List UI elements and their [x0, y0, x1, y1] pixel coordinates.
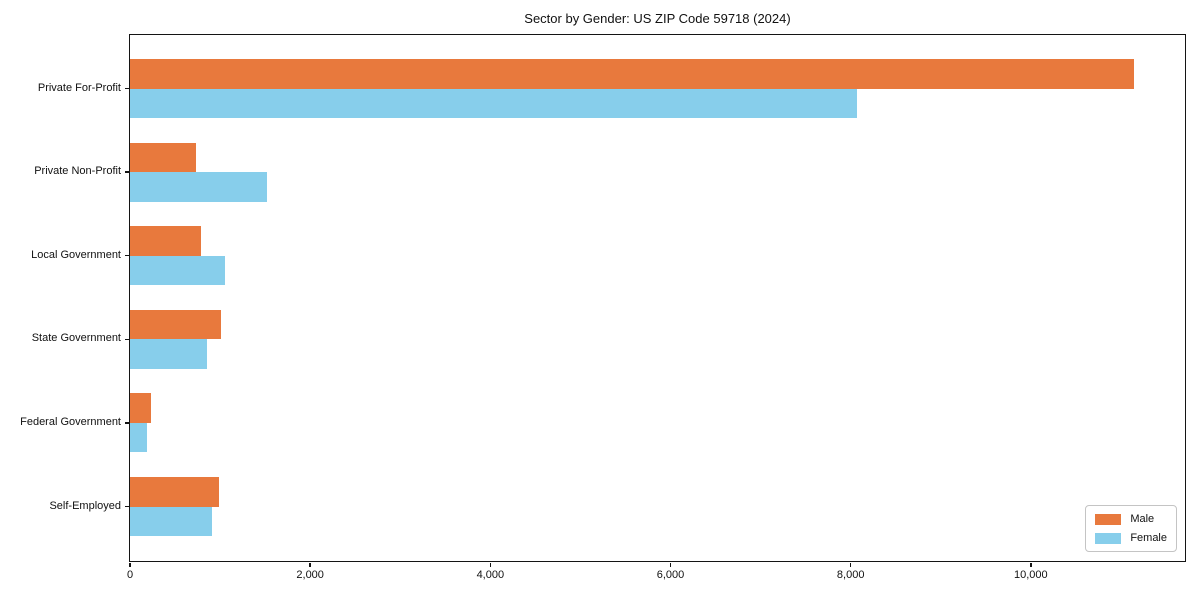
bar-female — [130, 422, 147, 453]
chart-title: Sector by Gender: US ZIP Code 59718 (202… — [524, 11, 791, 26]
bar-female — [130, 339, 208, 369]
y-tick-label: Local Government — [31, 248, 121, 261]
x-tick — [489, 562, 492, 567]
x-tick — [849, 562, 852, 567]
x-tick — [309, 562, 311, 567]
bar-male — [130, 477, 220, 507]
legend-label-male: Male — [1130, 513, 1155, 525]
x-tick-label: 4,000 — [476, 569, 505, 581]
bar-female — [130, 255, 226, 286]
y-tick — [124, 422, 129, 424]
y-tick-label: Private Non-Profit — [34, 165, 121, 178]
y-tick — [124, 505, 129, 508]
legend-swatch-female-icon — [1095, 532, 1122, 544]
x-tick-label: 10,000 — [1014, 569, 1048, 581]
legend: Male Female — [1085, 505, 1177, 552]
y-tick — [124, 254, 129, 257]
y-tick — [124, 171, 129, 173]
bar-female — [130, 506, 212, 536]
legend-item-male: Male — [1095, 513, 1167, 525]
bar-male — [130, 393, 151, 423]
bar-male — [130, 309, 221, 340]
legend-item-female: Female — [1095, 532, 1167, 544]
plot-area: Male Female Private For-Profit Private No… — [20, 34, 1186, 581]
y-tick — [124, 338, 129, 341]
x-tick-label: 0 — [126, 569, 134, 581]
bar-male — [130, 226, 202, 256]
y-tick — [124, 87, 129, 90]
x-tick — [669, 562, 672, 567]
y-tick-label: State Government — [31, 332, 121, 345]
bar-female — [130, 172, 268, 202]
x-tick — [1030, 562, 1032, 567]
bar-male — [130, 59, 1135, 89]
legend-swatch-male-icon — [1095, 513, 1122, 525]
legend-label-female: Female — [1130, 532, 1167, 544]
y-tick-label: Federal Government — [20, 415, 121, 428]
y-tick-label: Self-Employed — [49, 499, 121, 512]
x-tick — [129, 562, 131, 567]
bar-female — [130, 88, 857, 118]
x-tick-label: 6,000 — [656, 569, 685, 581]
bar-male — [130, 142, 196, 173]
y-tick-label: Private For-Profit — [37, 81, 121, 94]
x-tick-label: 2,000 — [296, 569, 324, 581]
x-tick-label: 8,000 — [836, 569, 865, 581]
